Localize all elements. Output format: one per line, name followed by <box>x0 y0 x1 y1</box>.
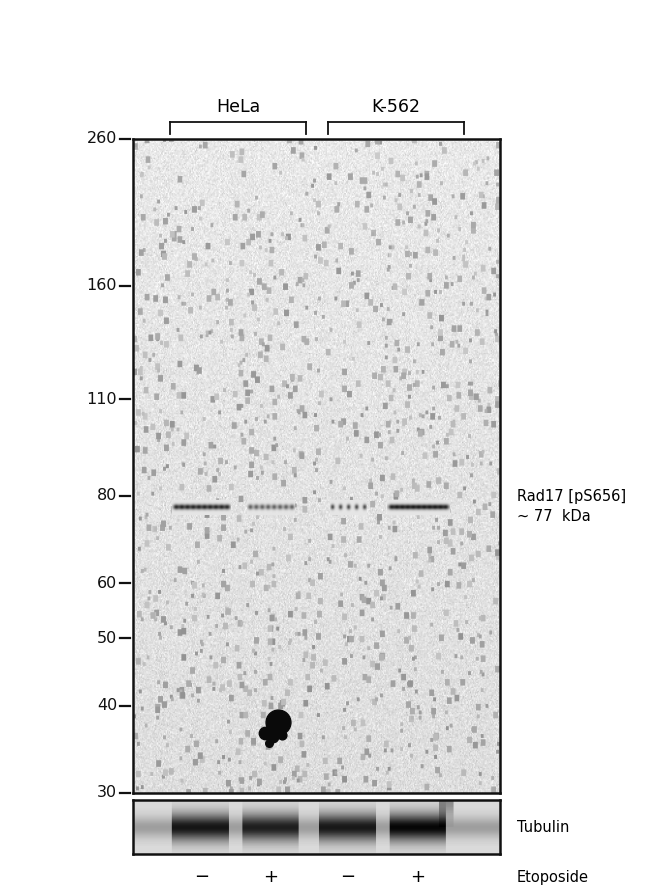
Text: 110: 110 <box>86 392 117 407</box>
Text: 160: 160 <box>86 279 117 293</box>
Point <box>277 728 287 742</box>
Text: 260: 260 <box>86 132 117 146</box>
Text: 50: 50 <box>97 631 117 646</box>
Text: −: − <box>341 868 356 886</box>
Text: Tubulin: Tubulin <box>517 820 569 834</box>
Text: +: + <box>263 868 278 886</box>
Text: −: − <box>194 868 209 886</box>
Text: 80: 80 <box>97 488 117 504</box>
Text: K-562: K-562 <box>371 99 421 116</box>
Text: +: + <box>410 868 425 886</box>
Text: 30: 30 <box>97 786 117 800</box>
Text: Rad17 [pS656]: Rad17 [pS656] <box>517 489 626 504</box>
Text: 40: 40 <box>97 698 117 713</box>
Text: HeLa: HeLa <box>216 99 260 116</box>
Point <box>264 736 274 750</box>
Point <box>260 726 270 740</box>
Point <box>273 714 283 728</box>
Text: Etoposide: Etoposide <box>517 870 589 884</box>
Point <box>268 730 278 745</box>
Text: 60: 60 <box>97 575 117 590</box>
Text: ~ 77  kDa: ~ 77 kDa <box>517 509 590 524</box>
